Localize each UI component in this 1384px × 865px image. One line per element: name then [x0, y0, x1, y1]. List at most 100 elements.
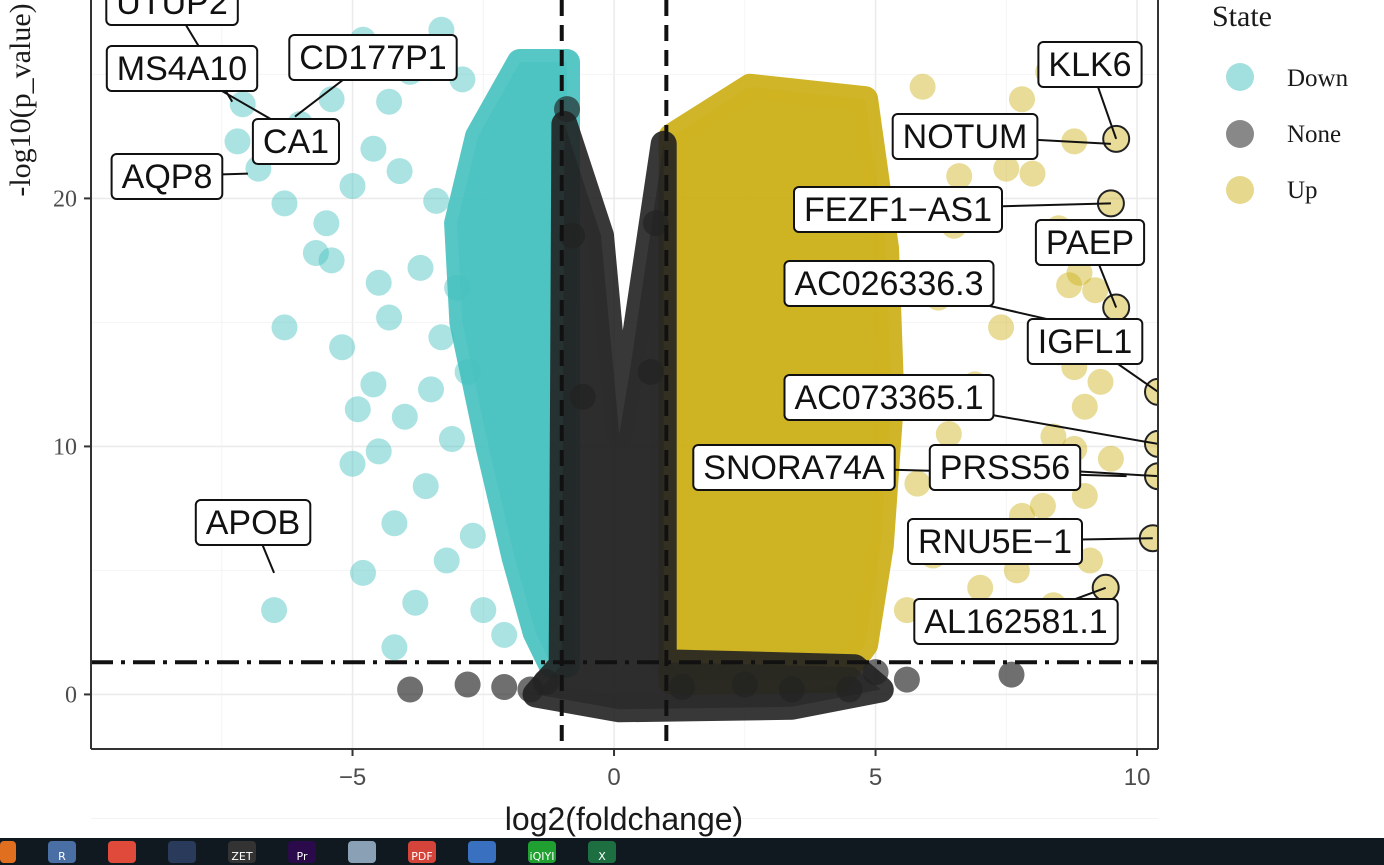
point-down — [423, 187, 450, 214]
point-up — [1087, 368, 1114, 395]
point-down — [224, 128, 251, 155]
point-down — [339, 173, 366, 199]
gene-label-text: UTUP2 — [116, 0, 227, 22]
gene-label-text: AQP8 — [122, 158, 213, 196]
legend-key-up — [1226, 176, 1254, 204]
point-up — [1009, 86, 1035, 113]
point-down — [428, 324, 455, 351]
y-axis-title: -log10(p_value) — [4, 3, 37, 196]
point-up — [935, 421, 962, 447]
legend-key-down — [1226, 63, 1254, 91]
point-none — [731, 671, 758, 698]
point-down — [433, 547, 460, 574]
point-none — [998, 661, 1025, 688]
point-none — [893, 666, 920, 693]
steam-icon[interactable] — [168, 840, 196, 863]
point-down — [381, 634, 408, 661]
point-down — [376, 304, 403, 331]
r-studio-icon[interactable]: R — [48, 840, 76, 863]
gene-label: AC026336.3 — [783, 260, 1117, 336]
gene-label: AC073365.1 — [783, 374, 1158, 445]
gene-label-text: AC073365.1 — [794, 379, 983, 417]
gene-label: IGFL1 — [1026, 318, 1158, 393]
point-none — [637, 359, 664, 385]
typora-icon[interactable]: ZET — [228, 840, 256, 863]
chrome-icon[interactable] — [108, 840, 136, 863]
gene-label-text: APOB — [206, 504, 300, 542]
point-down — [344, 396, 371, 423]
gene-label-text: PRSS56 — [940, 449, 1070, 487]
point-down — [313, 210, 340, 237]
threshold-lines — [91, 0, 1158, 749]
point-up — [1029, 492, 1056, 519]
gene-label-box — [783, 374, 995, 421]
legend: State Down None Up — [1212, 0, 1349, 204]
point-up — [1071, 393, 1098, 420]
gene-label-text: RNU5E−1 — [918, 523, 1072, 561]
gene-label-box — [105, 45, 259, 92]
gene-label-box — [783, 260, 995, 307]
point-down — [418, 376, 444, 403]
point-up — [1019, 160, 1046, 187]
app-icon[interactable] — [0, 840, 16, 863]
point-up — [1144, 429, 1158, 458]
point-down — [329, 334, 356, 361]
point-none — [454, 671, 481, 698]
point-down — [438, 426, 465, 452]
gene-label-text: MS4A10 — [117, 50, 247, 88]
gene-label-box — [1034, 219, 1146, 266]
gene-label: CD177P1 — [288, 34, 458, 118]
point-up — [1091, 573, 1120, 602]
gene-label-box — [928, 444, 1082, 491]
gene-label-box — [194, 499, 312, 546]
point-none — [669, 674, 695, 700]
gene-label: AL162581.1 — [913, 586, 1119, 645]
point-down — [444, 274, 471, 301]
excel-icon[interactable]: X — [588, 840, 616, 863]
point-down — [491, 621, 518, 648]
gene-label-text: SNORA74A — [703, 449, 885, 487]
point-down — [454, 359, 481, 385]
point-up — [967, 574, 994, 601]
point-up — [1082, 277, 1109, 304]
gene-label: NOTUM — [891, 113, 1111, 160]
legend-label-up: Up — [1287, 177, 1318, 204]
point-down — [459, 522, 486, 549]
windows-taskbar: R ZET Pr PDF iQIYI X — [0, 838, 1384, 865]
x-tick-label: −5 — [339, 764, 366, 791]
gene-label: KLK6 — [1037, 41, 1143, 140]
pinyin-icon[interactable] — [468, 840, 496, 863]
gene-label: UTUP2 — [105, 0, 239, 103]
gene-label-box — [793, 186, 1003, 233]
x-tick-label: 10 — [1124, 764, 1151, 791]
gene-label-text: FEZF1−AS1 — [804, 191, 992, 229]
legend-label-none: None — [1287, 121, 1341, 148]
gene-label-text: PAEP — [1046, 224, 1134, 262]
point-down — [381, 510, 408, 537]
point-down — [360, 371, 387, 398]
point-none — [554, 96, 580, 123]
files-icon[interactable] — [348, 840, 376, 863]
legend-title: State — [1212, 0, 1272, 33]
pdf-icon[interactable]: PDF — [408, 840, 436, 863]
legend-key-none — [1226, 120, 1254, 148]
gene-label: PRSS56 — [928, 444, 1158, 491]
gene-label-box — [105, 0, 239, 26]
point-down — [365, 269, 392, 296]
point-none — [642, 210, 669, 237]
gene-label: PAEP — [1034, 219, 1146, 308]
gene-label: RNU5E−1 — [907, 518, 1153, 565]
x-axis-title: log2(foldchange) — [505, 801, 743, 837]
gene-label: AQP8 — [110, 153, 248, 200]
point-down — [412, 473, 439, 500]
point-up — [946, 163, 973, 190]
point-none — [491, 674, 518, 700]
iqiyi-icon[interactable]: iQIYI — [528, 840, 556, 863]
premiere-icon[interactable]: Pr — [288, 840, 316, 863]
point-down — [470, 597, 497, 624]
point-down — [318, 86, 345, 113]
point-down — [271, 314, 298, 341]
gene-label-box — [692, 444, 896, 491]
point-down — [302, 240, 329, 266]
point-down — [318, 247, 345, 274]
